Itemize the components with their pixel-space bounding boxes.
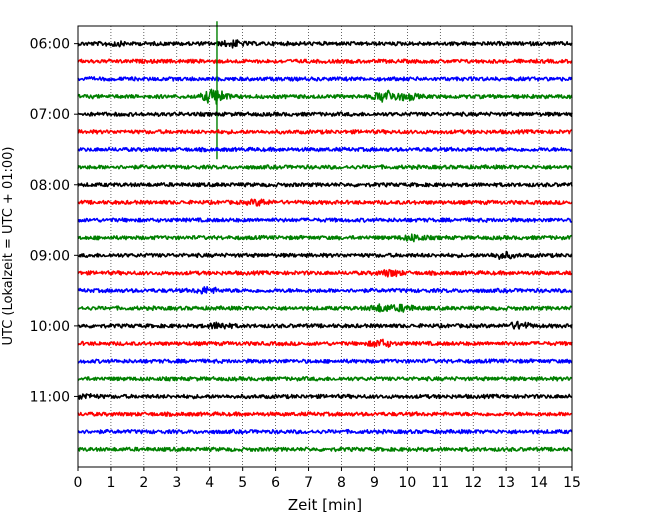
trace-line xyxy=(77,268,573,278)
plot-frame xyxy=(77,25,573,468)
y-tick-label: 06:00 xyxy=(30,37,70,53)
x-tick-label: 5 xyxy=(238,475,247,491)
trace-line xyxy=(77,146,573,153)
x-tick-label: 7 xyxy=(304,475,313,491)
y-tick-label: 08:00 xyxy=(30,178,70,194)
trace-line xyxy=(77,286,573,295)
trace-line xyxy=(77,88,573,105)
trace-line xyxy=(77,320,573,330)
x-tick-label: 6 xyxy=(271,475,280,491)
trace-line xyxy=(77,411,573,417)
x-tick-label: 3 xyxy=(172,475,181,491)
x-tick-label: 0 xyxy=(74,475,83,491)
x-tick-label: 8 xyxy=(337,475,346,491)
trace-line xyxy=(77,217,573,223)
trace-line xyxy=(77,376,573,382)
y-tick-label: 10:00 xyxy=(30,319,70,335)
trace-line xyxy=(77,338,573,348)
x-tick-label: 11 xyxy=(431,475,449,491)
trace-line xyxy=(77,428,573,435)
x-tick-label: 10 xyxy=(398,475,416,491)
trace-line xyxy=(77,182,573,188)
y-tick-label: 09:00 xyxy=(30,248,70,264)
trace-line xyxy=(77,303,573,313)
x-axis: 0 1 2 3 4 5 6 7 8 9 10 11 12 13 14 15 xyxy=(74,467,581,491)
trace-line xyxy=(77,393,573,400)
trace-line xyxy=(77,233,573,243)
x-tick-label: 13 xyxy=(497,475,515,491)
trace-line xyxy=(77,164,573,170)
x-tick-label: 9 xyxy=(370,475,379,491)
trace-line xyxy=(77,58,573,65)
trace-line xyxy=(77,111,573,117)
x-tick-label: 14 xyxy=(530,475,548,491)
trace-line xyxy=(77,446,573,453)
x-axis-label: Zeit [min] xyxy=(288,496,362,514)
trace-line xyxy=(77,250,573,260)
y-tick-label: 11:00 xyxy=(30,389,70,405)
x-tick-label: 4 xyxy=(205,475,214,491)
y-axis: 06:00 07:00 08:00 09:00 10:00 11:00 xyxy=(30,37,78,405)
grid-lines xyxy=(110,26,540,467)
trace-line xyxy=(77,39,573,49)
x-tick-label: 15 xyxy=(563,475,581,491)
trace-line xyxy=(77,358,573,364)
y-tick-label: 07:00 xyxy=(30,107,70,123)
trace-line xyxy=(77,129,573,135)
x-tick-label: 2 xyxy=(139,475,148,491)
x-tick-label: 12 xyxy=(464,475,482,491)
x-tick-label: 1 xyxy=(106,475,115,491)
trace-line xyxy=(77,76,573,82)
trace-group xyxy=(77,21,573,453)
trace-line xyxy=(77,198,573,207)
y-axis-label: UTC (Lokalzeit = UTC + 01:00) xyxy=(1,147,16,346)
